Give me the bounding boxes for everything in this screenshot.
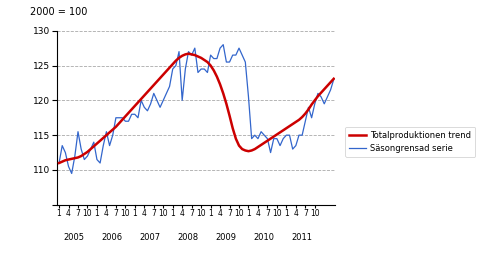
Totalproduktionen trend [195,55,201,58]
Totalproduktionen trend [132,104,137,108]
Text: 2010: 2010 [253,233,274,242]
Totalproduktionen trend [315,95,321,98]
Totalproduktionen trend [62,159,68,162]
Line: Totalproduktionen trend: Totalproduktionen trend [59,54,334,163]
Säsongrensad serie [56,162,62,165]
Säsongrensad serie [62,151,68,154]
Text: 2005: 2005 [64,233,85,242]
Text: 2007: 2007 [139,233,160,242]
Totalproduktionen trend [331,77,337,80]
Säsongrensad serie [331,78,337,81]
Text: 2000 = 100: 2000 = 100 [30,7,87,17]
Säsongrensad serie [220,43,226,46]
Text: 2011: 2011 [291,233,312,242]
Säsongrensad serie [224,60,229,63]
Line: Säsongrensad serie: Säsongrensad serie [59,45,334,174]
Totalproduktionen trend [135,101,141,104]
Text: 2009: 2009 [216,233,236,242]
Säsongrensad serie [135,116,141,119]
Säsongrensad serie [138,99,144,102]
Totalproduktionen trend [56,162,62,165]
Totalproduktionen trend [220,92,226,95]
Totalproduktionen trend [186,52,192,55]
Säsongrensad serie [69,172,75,175]
Säsongrensad serie [277,144,283,147]
Text: 2008: 2008 [177,233,199,242]
Text: 2006: 2006 [102,233,123,242]
Legend: Totalproduktionen trend, Säsongrensad serie: Totalproduktionen trend, Säsongrensad se… [345,127,475,157]
Säsongrensad serie [195,71,201,74]
